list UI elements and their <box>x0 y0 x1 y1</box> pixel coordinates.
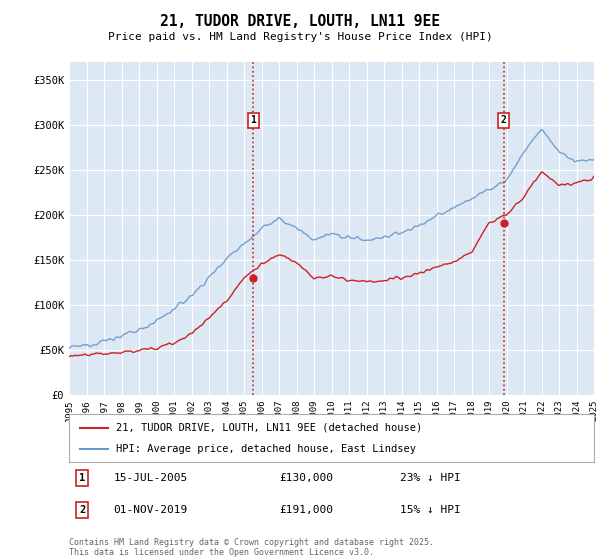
Text: Price paid vs. HM Land Registry's House Price Index (HPI): Price paid vs. HM Land Registry's House … <box>107 32 493 42</box>
Text: 15-JUL-2005: 15-JUL-2005 <box>113 473 188 483</box>
Text: 23% ↓ HPI: 23% ↓ HPI <box>400 473 461 483</box>
Text: Contains HM Land Registry data © Crown copyright and database right 2025.
This d: Contains HM Land Registry data © Crown c… <box>69 538 434 557</box>
Text: 2: 2 <box>500 115 506 125</box>
Text: £191,000: £191,000 <box>279 505 333 515</box>
Text: 01-NOV-2019: 01-NOV-2019 <box>113 505 188 515</box>
Text: £130,000: £130,000 <box>279 473 333 483</box>
Text: 21, TUDOR DRIVE, LOUTH, LN11 9EE (detached house): 21, TUDOR DRIVE, LOUTH, LN11 9EE (detach… <box>116 423 422 433</box>
Text: HPI: Average price, detached house, East Lindsey: HPI: Average price, detached house, East… <box>116 444 416 454</box>
Text: 2: 2 <box>79 505 85 515</box>
Text: 1: 1 <box>251 115 256 125</box>
Text: 21, TUDOR DRIVE, LOUTH, LN11 9EE: 21, TUDOR DRIVE, LOUTH, LN11 9EE <box>160 14 440 29</box>
Text: 1: 1 <box>79 473 85 483</box>
Text: 15% ↓ HPI: 15% ↓ HPI <box>400 505 461 515</box>
